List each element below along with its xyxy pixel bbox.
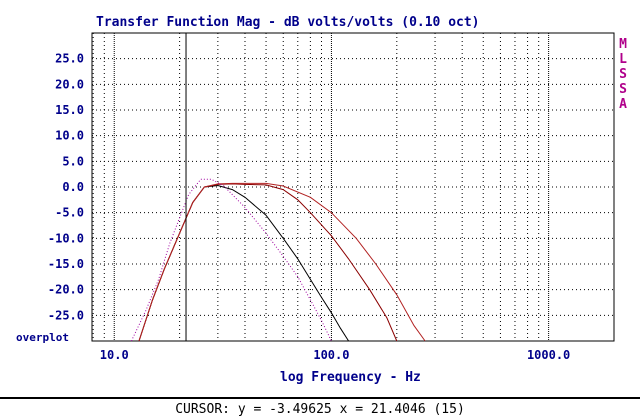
overplot-label: overplot — [16, 331, 69, 344]
y-tick-label: -25.0 — [48, 308, 84, 322]
grid — [92, 33, 615, 341]
cursor-readout: CURSOR: y = -3.49625 x = 21.4046 (15) — [175, 402, 465, 417]
x-tick-label: 1000.0 — [527, 348, 570, 362]
side-letter: L — [619, 52, 627, 67]
series-line-3 — [138, 182, 426, 342]
x-axis-label: log Frequency - Hz — [280, 370, 421, 385]
series-line-2 — [138, 183, 398, 342]
status-bar: CURSOR: y = -3.49625 x = 21.4046 (15) — [0, 397, 640, 420]
chart: Transfer Function Mag - dB volts/volts (… — [16, 15, 627, 385]
side-letter: M — [619, 37, 627, 52]
series-line-1 — [138, 184, 350, 342]
side-letter: S — [619, 67, 627, 82]
side-letter: S — [619, 82, 627, 97]
y-tick-label: -5.0 — [55, 206, 84, 220]
y-tick-label: 20.0 — [55, 77, 84, 91]
x-tick-label: 10.0 — [100, 348, 129, 362]
y-axis-ticks: 25.0 20.0 15.0 10.0 5.0 0.0 -5.0 -10.0 -15.0 -20.… — [48, 52, 84, 323]
y-tick-label: 0.0 — [62, 180, 84, 194]
y-tick-label: 15.0 — [55, 103, 84, 117]
y-tick-label: 10.0 — [55, 129, 84, 143]
series-group — [130, 178, 426, 342]
y-tick-label: 5.0 — [62, 154, 84, 168]
y-tick-label: 25.0 — [55, 52, 84, 66]
chart-title: Transfer Function Mag - dB volts/volts (… — [96, 15, 480, 30]
x-tick-label: 100.0 — [313, 348, 349, 362]
x-axis-ticks: 10.0 100.0 1000.0 — [100, 348, 571, 362]
y-tick-label: -10.0 — [48, 231, 84, 245]
y-tick-label: -20.0 — [48, 283, 84, 297]
y-tick-label: -15.0 — [48, 257, 84, 271]
side-letter: A — [619, 97, 627, 112]
